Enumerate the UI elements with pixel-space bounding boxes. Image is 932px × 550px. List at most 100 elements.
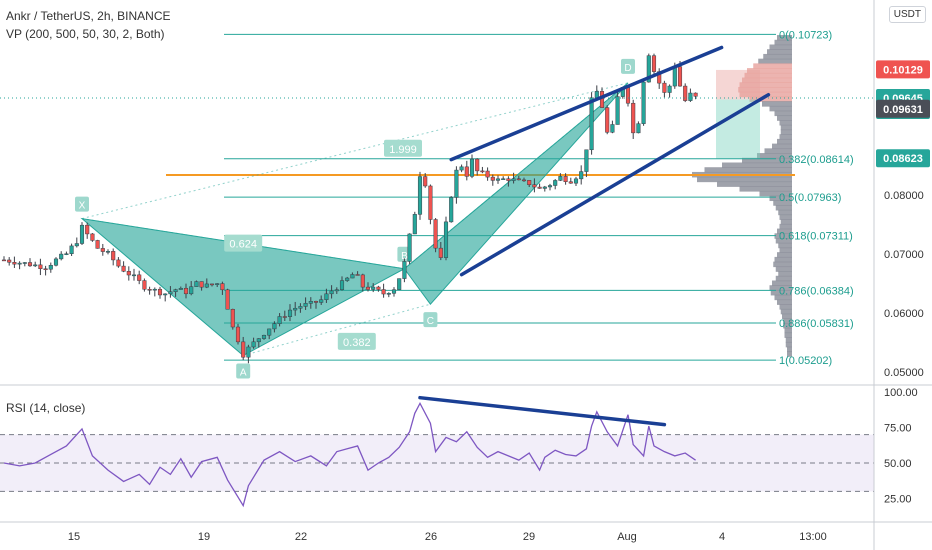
volume-profile-bar — [749, 96, 792, 102]
trend-lines[interactable] — [449, 45, 771, 277]
candle-body — [506, 178, 511, 181]
candle-body — [563, 176, 568, 182]
candle-body — [631, 102, 636, 134]
currency-button[interactable]: USDT — [888, 6, 926, 23]
volume-profile-bar — [777, 138, 792, 145]
candle-body — [423, 176, 428, 187]
candle-body — [111, 251, 116, 261]
candle-body — [683, 85, 688, 101]
volume-profile-bar — [779, 134, 792, 140]
fib-level-label: 0.5(0.07963) — [779, 192, 841, 204]
volume-profile-bar — [783, 322, 792, 329]
candle-body — [225, 289, 230, 310]
candle-body — [157, 288, 163, 296]
time-tick-label: 19 — [198, 531, 210, 543]
pattern-ratio-box — [337, 332, 376, 350]
candle-body — [568, 181, 573, 184]
candle-body — [558, 176, 563, 181]
candle-body — [532, 184, 537, 188]
candle-body — [537, 186, 542, 189]
candle-body — [584, 149, 589, 172]
volume-profile-bar — [774, 39, 792, 46]
candle-body — [579, 171, 584, 180]
pattern-ratio-label: 0.624 — [229, 239, 257, 251]
candle-body — [677, 66, 683, 87]
pattern-point-label: B — [401, 251, 408, 262]
volume-profile-bar — [778, 271, 792, 277]
volume-profile-bar — [777, 115, 792, 121]
candle-body — [303, 303, 308, 307]
candle-body — [100, 248, 105, 252]
candle-body — [199, 281, 204, 288]
volume-profile-bar — [787, 346, 792, 353]
candle-body — [365, 286, 371, 290]
channel-upper-line[interactable] — [449, 45, 724, 162]
price-label-low-bg — [876, 149, 930, 168]
candle-body — [178, 287, 183, 290]
candle-body — [147, 289, 152, 291]
fib-level-label: 0.886(0.05831) — [779, 318, 854, 330]
candle-body — [449, 197, 454, 223]
candle-body — [397, 278, 402, 290]
pattern-ratio-label: 0.382 — [343, 337, 371, 349]
time-tick-label: 4 — [719, 531, 725, 543]
candle-body — [428, 185, 433, 220]
pattern-ac-line — [243, 303, 431, 356]
candle-body — [360, 274, 365, 288]
volume-profile-bar — [787, 351, 792, 357]
rsi-title: RSI (14, close) — [6, 401, 86, 415]
candle-body — [469, 158, 475, 177]
candle-body — [672, 66, 677, 87]
value-area-low-box — [716, 99, 760, 159]
volume-profile-bar — [774, 256, 792, 263]
candle-body — [605, 107, 610, 133]
candle-body — [152, 288, 157, 291]
volume-profile-bar — [769, 44, 792, 50]
fib-level-label: 0.382(0.08614) — [779, 154, 854, 166]
pattern-point-label: D — [624, 63, 631, 74]
volume-profile-bar — [742, 77, 792, 84]
candle-body — [230, 308, 235, 328]
candle-body — [246, 346, 251, 358]
volume-profile-bar — [779, 223, 792, 230]
candle-body — [334, 289, 339, 292]
time-tick-label: 15 — [68, 531, 80, 543]
volume-profile-bar — [767, 49, 792, 55]
candle-body — [137, 274, 142, 281]
time-tick-label: 26 — [425, 531, 437, 543]
candle-body — [235, 326, 241, 343]
volume-profile-bar — [780, 124, 792, 131]
candle-body — [48, 265, 53, 270]
rsi-divergence-line[interactable] — [418, 395, 667, 427]
pattern-xd-line — [81, 82, 629, 220]
candle-body — [33, 264, 38, 267]
candle-body — [350, 274, 355, 279]
candle-body — [371, 286, 376, 290]
candle-body — [464, 166, 469, 177]
value-area-high-box — [716, 69, 760, 100]
candle-body — [412, 214, 417, 235]
price-tick-label: 0.07000 — [884, 249, 924, 261]
volume-profile-bar — [785, 337, 792, 343]
pattern-point-marker — [236, 363, 251, 379]
harmonic-pattern[interactable]: X A B C D 0.624 0.382 1.999 — [75, 58, 635, 379]
candle-body — [339, 280, 345, 290]
candle-body — [69, 245, 74, 254]
candle-body — [636, 123, 641, 134]
volume-profile-bar — [769, 105, 792, 112]
price-tick-label: 0.06000 — [884, 308, 924, 320]
candle-body — [391, 289, 397, 294]
channel-lower-line[interactable] — [459, 92, 771, 277]
volume-profile-bar — [782, 313, 792, 320]
pattern-point-label: A — [240, 367, 247, 378]
candle-body — [121, 265, 126, 272]
fibonacci-retracement[interactable]: 0(0.10723) 0.382(0.08614) 0.5(0.07963) 0.61… — [166, 29, 854, 367]
volume-profile-bar — [739, 186, 792, 192]
volume-profile-bar — [774, 233, 792, 239]
candle-body — [511, 178, 516, 181]
candle-body — [74, 243, 79, 247]
candle-body — [594, 91, 599, 98]
